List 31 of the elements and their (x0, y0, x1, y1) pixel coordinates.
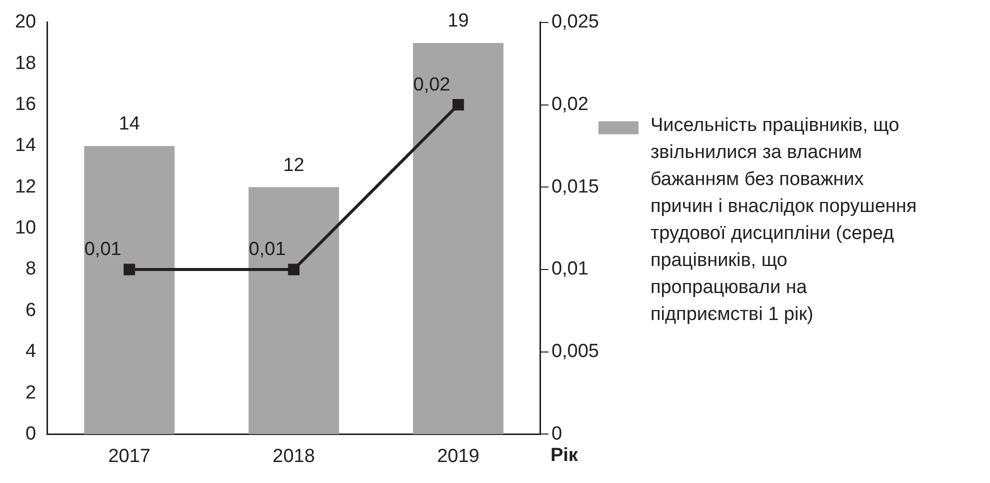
data-label: 0,02 (413, 74, 450, 96)
data-label: 0,01 (84, 239, 122, 260)
bar (413, 42, 504, 434)
bar (248, 187, 340, 434)
y2-tick-label: 0,025 (551, 12, 599, 33)
x-tick-label: 2017 (108, 446, 150, 467)
data-label: 12 (283, 154, 304, 176)
y2-tick-label: 0,005 (551, 341, 599, 362)
data-label: 14 (118, 114, 140, 135)
data-label: 19 (448, 10, 469, 32)
y-tick-label: 16 (14, 94, 36, 115)
y-tick-label: 2 (26, 382, 36, 404)
x-tick-label: 2019 (437, 446, 480, 467)
y2-tick-label: 0,02 (551, 94, 588, 115)
y-tick-label: 14 (14, 135, 37, 156)
x-axis-title: Рік (550, 444, 578, 466)
y-tick-label: 10 (14, 218, 36, 239)
x-tick-label: 2018 (272, 446, 315, 467)
bar (84, 146, 175, 434)
legend-label: Чисельність працівників, що звільнилися за власним бажанням без поважних причин і внаслідок порушення трудової дисципліни (серед працівників, що пропрацювали на підприємстві 1 рік) (650, 115, 917, 326)
y-tick-label: 6 (26, 300, 36, 321)
data-label: 0,01 (248, 239, 286, 260)
y2-tick-label: 0,015 (551, 176, 599, 198)
y-tick-label: 8 (26, 258, 36, 280)
y2-tick-label: 0 (551, 423, 562, 444)
y-tick-label: 12 (14, 176, 36, 198)
y-tick-label: 4 (26, 341, 37, 362)
y-tick-label: 20 (14, 12, 36, 33)
y-tick-label: 18 (14, 52, 36, 74)
y-tick-label: 0 (26, 423, 36, 444)
y2-tick-label: 0,01 (551, 258, 588, 280)
